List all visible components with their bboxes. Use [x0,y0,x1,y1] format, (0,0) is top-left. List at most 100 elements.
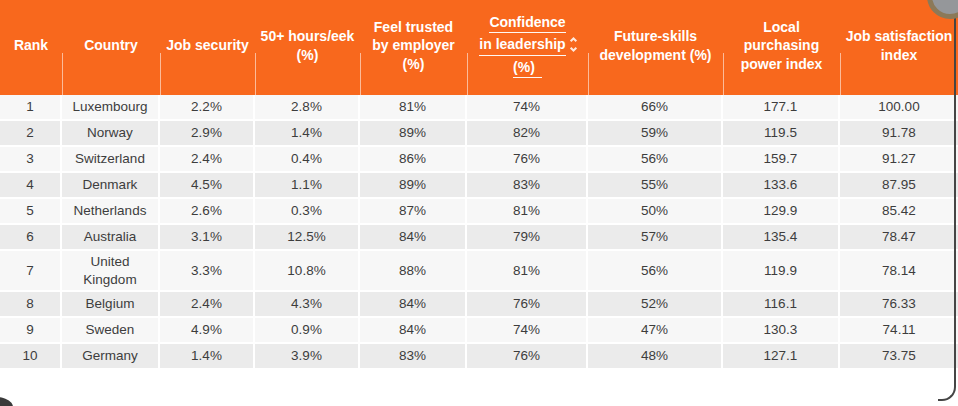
cell-feel-trusted: 83% [360,344,467,370]
cell-country: Netherlands [62,199,160,225]
cell-rank: 6 [0,225,62,251]
cell-future-skills: 50% [588,199,723,225]
table-row: 1 Luxembourg 2.2% 2.8% 81% 74% 66% 177.1… [0,95,958,121]
cell-50-hours: 10.8% [255,251,360,292]
table-row: 2 Norway 2.9% 1.4% 89% 82% 59% 119.5 91.… [0,121,958,147]
cell-50-hours: 0.3% [255,199,360,225]
cell-purchasing-power: 133.6 [723,173,840,199]
confidence-label-line1: Confidence [489,13,565,33]
cell-future-skills: 59% [588,121,723,147]
table-row: 8 Belgium 2.4% 4.3% 84% 76% 52% 116.1 76… [0,292,958,318]
column-header-job-security: Job security [160,0,255,95]
cell-confidence-leadership: 82% [467,121,588,147]
corner-cursor-tip-decoration [0,395,15,406]
cell-feel-trusted: 87% [360,199,467,225]
cell-purchasing-power: 135.4 [723,225,840,251]
cell-confidence-leadership: 74% [467,95,588,121]
cell-job-satisfaction: 78.14 [840,251,958,292]
cell-50-hours: 0.4% [255,147,360,173]
column-header-future-skills: Future-skills development (%) [588,0,723,95]
cell-rank: 4 [0,173,62,199]
cell-rank: 1 [0,95,62,121]
cell-future-skills: 47% [588,318,723,344]
column-header-label: Job satisfaction index [846,28,953,62]
column-header-feel-trusted: Feel trusted by employer (%) [360,0,467,95]
cell-purchasing-power: 116.1 [723,292,840,318]
cell-50-hours: 2.8% [255,95,360,121]
cell-job-security: 2.4% [160,292,255,318]
column-header-label: Country [84,37,138,53]
cell-purchasing-power: 127.1 [723,344,840,370]
cell-job-satisfaction: 74.11 [840,318,958,344]
cell-feel-trusted: 86% [360,147,467,173]
confidence-label-line3: (%) [513,58,542,78]
cell-job-security: 3.3% [160,251,255,292]
cell-country: United Kingdom [62,251,160,292]
cell-job-security: 3.1% [160,225,255,251]
cell-job-satisfaction: 73.75 [840,344,958,370]
column-header-label: Future-skills development (%) [599,28,711,62]
table-row: 6 Australia 3.1% 12.5% 84% 79% 57% 135.4… [0,225,958,251]
cell-job-security: 2.6% [160,199,255,225]
cell-rank: 5 [0,199,62,225]
cell-future-skills: 48% [588,344,723,370]
cell-job-satisfaction: 91.78 [840,121,958,147]
cell-job-security: 4.5% [160,173,255,199]
cell-50-hours: 12.5% [255,225,360,251]
cell-confidence-leadership: 81% [467,251,588,292]
cell-confidence-leadership: 83% [467,173,588,199]
cell-confidence-leadership: 76% [467,344,588,370]
cell-purchasing-power: 130.3 [723,318,840,344]
cell-rank: 3 [0,147,62,173]
table-header: Rank Country Job security 50+ hours/eek … [0,0,958,95]
column-header-label: Local purchasing power index [741,19,823,71]
column-header-label: Feel trusted by employer (%) [372,19,454,71]
table-body: 1 Luxembourg 2.2% 2.8% 81% 74% 66% 177.1… [0,95,958,370]
column-header-rank: Rank [0,0,62,95]
cell-future-skills: 57% [588,225,723,251]
cell-country: Australia [62,225,160,251]
cell-country: Belgium [62,292,160,318]
job-satisfaction-ranking-table-screen: Rank Country Job security 50+ hours/eek … [0,0,958,406]
cell-confidence-leadership: 74% [467,318,588,344]
cell-job-security: 2.9% [160,121,255,147]
column-header-label: 50+ hours/eek (%) [261,28,355,62]
cell-50-hours: 1.4% [255,121,360,147]
column-header-confidence-leadership-sortable[interactable]: Confidence in leadership (%) [467,0,588,95]
cell-rank: 10 [0,344,62,370]
sort-updown-icon[interactable] [571,38,576,53]
cell-future-skills: 55% [588,173,723,199]
cell-50-hours: 0.9% [255,318,360,344]
cell-feel-trusted: 89% [360,121,467,147]
cell-job-satisfaction: 87.95 [840,173,958,199]
cell-job-satisfaction: 78.47 [840,225,958,251]
table-row: 4 Denmark 4.5% 1.1% 89% 83% 55% 133.6 87… [0,173,958,199]
cell-50-hours: 4.3% [255,292,360,318]
cell-country: Luxembourg [62,95,160,121]
cell-future-skills: 56% [588,147,723,173]
cell-future-skills: 56% [588,251,723,292]
cell-purchasing-power: 119.5 [723,121,840,147]
cell-future-skills: 52% [588,292,723,318]
cell-country: Denmark [62,173,160,199]
confidence-label-line2: in leadership [479,35,565,55]
cell-job-security: 4.9% [160,318,255,344]
table-row: 3 Switzerland 2.4% 0.4% 86% 76% 56% 159.… [0,147,958,173]
cell-country: Germany [62,344,160,370]
column-header-50-hours: 50+ hours/eek (%) [255,0,360,95]
cell-job-satisfaction: 91.27 [840,147,958,173]
column-header-country: Country [62,0,160,95]
cell-confidence-leadership: 79% [467,225,588,251]
cell-job-satisfaction: 100.00 [840,95,958,121]
cell-50-hours: 3.9% [255,344,360,370]
cell-job-security: 1.4% [160,344,255,370]
cell-country: Norway [62,121,160,147]
cell-feel-trusted: 84% [360,292,467,318]
cell-50-hours: 1.1% [255,173,360,199]
cell-feel-trusted: 88% [360,251,467,292]
cell-purchasing-power: 119.9 [723,251,840,292]
cell-job-security: 2.4% [160,147,255,173]
cell-purchasing-power: 177.1 [723,95,840,121]
table-row: 7 United Kingdom 3.3% 10.8% 88% 81% 56% … [0,251,958,292]
cell-confidence-leadership: 76% [467,292,588,318]
